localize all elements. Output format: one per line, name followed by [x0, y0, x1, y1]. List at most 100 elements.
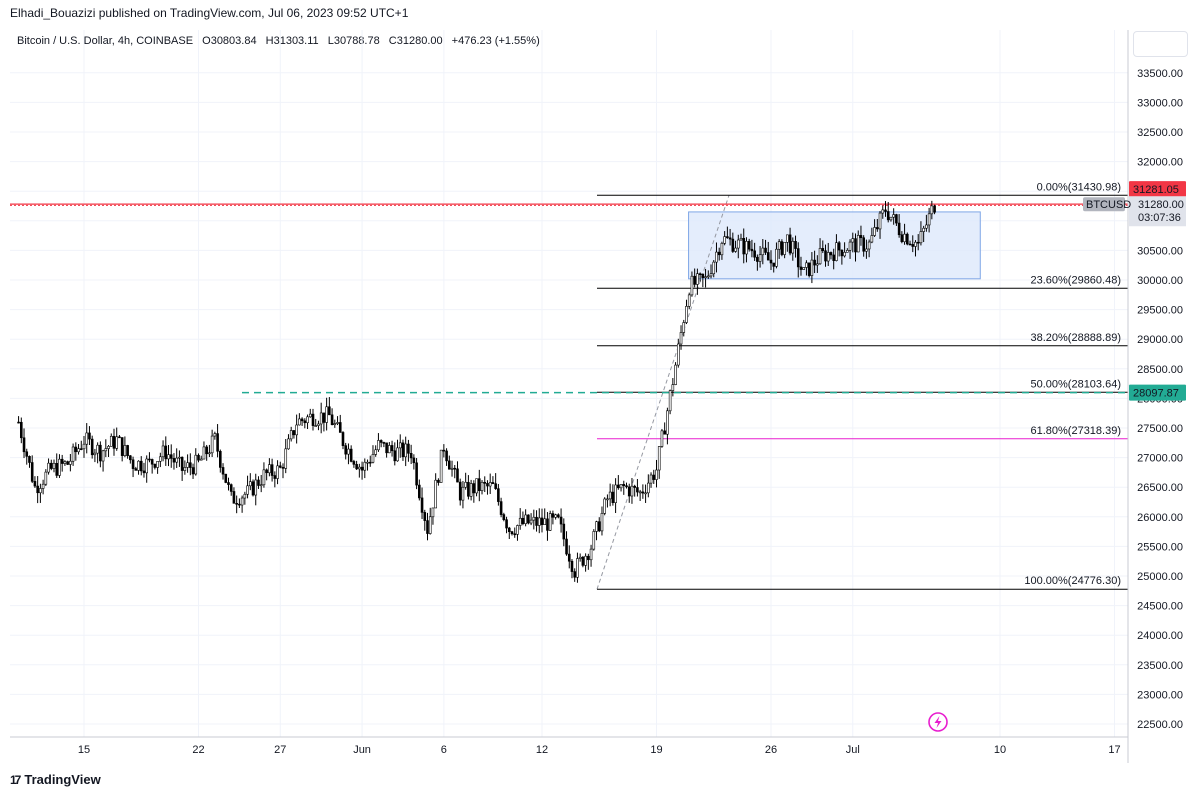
candle-body — [85, 432, 89, 445]
candle-body — [347, 448, 350, 455]
candle-body — [79, 448, 83, 450]
candle-body — [63, 461, 67, 464]
candle-body — [17, 421, 20, 424]
y-tick-label: 30000.00 — [1137, 275, 1183, 287]
candle-body — [322, 412, 326, 423]
candle-body — [197, 454, 200, 461]
candle-body — [330, 414, 334, 425]
time-axis[interactable]: 15 22 27 Jun 6 12 19 26 Jul 10 17 — [78, 744, 1121, 756]
symbol-tag: BTCUSD — [1086, 199, 1131, 211]
candle-body — [123, 445, 127, 456]
candle-body — [453, 467, 457, 470]
candle-body — [554, 514, 557, 518]
candle-body — [19, 421, 23, 439]
candle-body — [439, 449, 443, 483]
candle-body — [644, 492, 647, 495]
candle-body — [587, 555, 590, 561]
lightning-icon[interactable] — [928, 712, 948, 732]
candle-body — [248, 481, 252, 487]
x-tick-label: 27 — [274, 744, 286, 756]
candle-body — [516, 525, 519, 535]
ohlc-open: O30803.84 — [202, 35, 257, 47]
candle-body — [52, 462, 56, 469]
candle-body — [546, 518, 549, 531]
y-tick-label: 22500.00 — [1137, 719, 1183, 731]
symbol-tag-bg — [1083, 197, 1125, 212]
candle-body — [494, 483, 497, 489]
candle-body — [704, 276, 707, 278]
candle-body — [543, 518, 547, 525]
candle-body — [39, 488, 42, 494]
x-tick-label: 10 — [994, 744, 1006, 756]
candle-body — [74, 446, 78, 453]
candle-body — [758, 254, 762, 262]
price-scale-button[interactable] — [1133, 31, 1188, 57]
candle-body — [532, 516, 536, 521]
candle-body — [216, 433, 219, 452]
candle-body — [167, 454, 170, 460]
candle-body — [161, 445, 165, 458]
candle-body — [33, 481, 37, 487]
candle-body — [240, 497, 244, 506]
candle-body — [916, 241, 920, 244]
price-axis[interactable]: 22500.00 23000.00 23500.00 24000.00 24500.00… — [1137, 68, 1183, 731]
symbol-title[interactable]: Bitcoin / U.S. Dollar, 4h, COINBASE — [17, 35, 194, 47]
candle-body — [497, 488, 500, 502]
candle-body — [589, 548, 593, 561]
candle-body — [219, 450, 222, 468]
candle-body — [807, 262, 811, 276]
candle-body — [712, 261, 716, 275]
y-tick-label: 29000.00 — [1137, 334, 1183, 346]
candle-body — [886, 211, 890, 221]
horizontal-lines[interactable] — [10, 203, 1128, 394]
candle-body — [761, 247, 765, 256]
candle-body — [431, 507, 435, 518]
candle-body — [638, 491, 642, 494]
candle-body — [674, 364, 677, 385]
candle-body — [802, 267, 806, 270]
fib-trend-line[interactable] — [596, 195, 730, 590]
candle-body — [818, 248, 822, 265]
candle-body — [655, 469, 658, 480]
candle-body — [709, 273, 713, 277]
candle-body — [246, 485, 249, 495]
candle-body — [77, 448, 80, 453]
candle-body — [273, 475, 277, 479]
candle-body — [843, 252, 846, 257]
candle-body — [873, 227, 876, 236]
ohlc-change: +476.23 (+1.55%) — [451, 35, 540, 47]
candle-body — [259, 484, 263, 487]
fib-level-label: 38.20%(28888.89) — [1030, 332, 1121, 344]
candle-body — [90, 438, 94, 456]
fib-level-label: 100.00%(24776.30) — [1024, 575, 1121, 587]
candle-body — [824, 250, 827, 262]
y-tick-label: 24500.00 — [1137, 601, 1183, 613]
candle-body — [159, 456, 162, 462]
candle-body — [559, 516, 563, 525]
fibonacci-retracement[interactable]: 0.00%(31430.98) 23.60%(29860.48) 38.20%(28… — [597, 181, 1128, 590]
candle-body — [805, 262, 808, 268]
candle-body — [49, 462, 53, 469]
candle-body — [895, 214, 898, 224]
candle-body — [156, 461, 159, 468]
candle-body — [352, 461, 356, 465]
brand-name: TradingView — [24, 772, 101, 787]
candle-body — [597, 521, 601, 532]
y-tick-label: 25500.00 — [1137, 541, 1183, 553]
candle-body — [600, 513, 604, 532]
tradingview-logo[interactable]: 17 TradingView — [10, 772, 101, 787]
candle-body — [786, 234, 789, 243]
candle-body — [390, 445, 394, 452]
candle-body — [627, 486, 631, 497]
candle-body — [663, 430, 666, 435]
candle-body — [578, 556, 582, 559]
candle-body — [180, 456, 184, 471]
candle-body — [221, 467, 225, 475]
candle-body — [344, 445, 348, 455]
candle-body — [486, 483, 489, 487]
candle-body — [66, 461, 69, 465]
support-price-tag: 28097.87 — [1133, 388, 1179, 400]
candle-body — [657, 446, 661, 471]
